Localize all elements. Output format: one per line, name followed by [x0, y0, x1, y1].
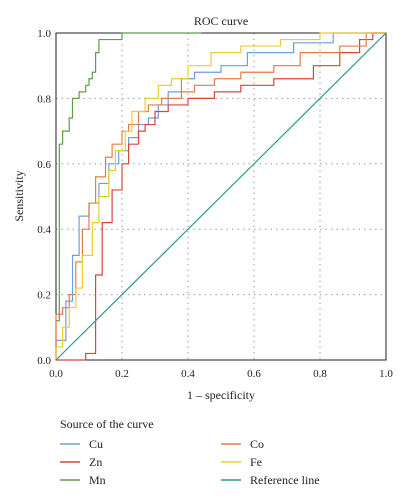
x-axis-title: 1 – specificity [187, 388, 255, 402]
x-tick-label: 0.4 [181, 368, 195, 380]
x-tick-labels: 0.0 0.2 0.4 0.6 0.8 1.0 [49, 368, 393, 380]
x-tick-label: 0.0 [49, 368, 63, 380]
legend-label-fe: Fe [250, 455, 262, 469]
y-tick-label: 0.2 [37, 290, 51, 302]
legend-label-mn: Mn [89, 473, 106, 487]
x-tick-label: 0.8 [313, 368, 327, 380]
legend-label-zn: Zn [89, 455, 102, 469]
x-tick-label: 0.6 [247, 368, 261, 380]
series-line-reference-line [55, 32, 387, 361]
legend-title: Source of the curve [60, 417, 154, 431]
y-tick-label: 0.8 [37, 93, 51, 105]
chart-title: ROC curve [194, 14, 248, 28]
series-line-co [55, 32, 386, 360]
series-line-mn [55, 32, 202, 360]
series-line-fe [55, 32, 386, 360]
y-tick-labels: 0.0 0.2 0.4 0.6 0.8 1.0 [37, 28, 51, 367]
series-line-zn [56, 32, 386, 361]
x-tick-label: 1.0 [379, 368, 393, 380]
y-axis-title: Sensitivity [12, 170, 26, 221]
y-tick-label: 0.0 [37, 355, 51, 367]
legend-label-cu: Cu [89, 437, 103, 451]
roc-curves [55, 32, 387, 361]
legend: Cu Co Zn Fe Mn Reference line [60, 437, 320, 487]
legend-label-reference-line: Reference line [250, 473, 320, 487]
plot-frame [55, 32, 387, 361]
legend-label-co: Co [250, 437, 264, 451]
y-tick-label: 0.4 [37, 224, 51, 236]
y-tick-label: 0.6 [37, 159, 51, 171]
y-tick-label: 1.0 [37, 28, 51, 40]
x-tick-label: 0.2 [115, 368, 129, 380]
